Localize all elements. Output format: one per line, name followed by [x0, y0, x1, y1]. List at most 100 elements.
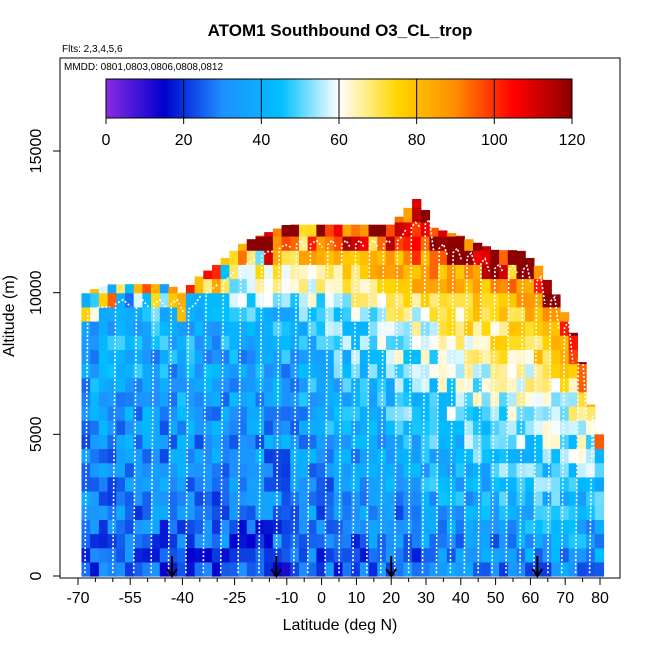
heatmap-cell — [246, 462, 257, 478]
heatmap-cell — [377, 306, 387, 322]
heatmap-cell — [124, 292, 135, 308]
heatmap-cell — [472, 491, 483, 506]
heatmap-cell — [464, 420, 474, 435]
heatmap-cell — [481, 321, 491, 336]
heatmap-cell — [551, 406, 561, 421]
heatmap-cell — [177, 491, 187, 506]
heatmap-cell — [507, 306, 518, 322]
heatmap-cell — [98, 434, 109, 450]
heatmap-cell — [368, 264, 378, 280]
heatmap-cell — [385, 292, 396, 308]
heatmap-cell — [342, 491, 352, 506]
flight-profile-line — [560, 320, 574, 574]
heatmap-cell — [403, 491, 413, 506]
heatmap-cell — [490, 561, 500, 577]
heatmap-cell — [142, 363, 152, 379]
heatmap-cell — [455, 547, 465, 563]
heatmap-cell — [229, 561, 239, 577]
heatmap-cell — [542, 391, 552, 407]
heatmap-cell — [264, 264, 274, 280]
heatmap-cell — [177, 377, 187, 393]
heatmap-cell — [385, 363, 396, 379]
heatmap-cell — [464, 250, 474, 265]
heatmap-cell — [307, 434, 317, 450]
heatmap-cell — [203, 519, 213, 535]
heatmap-cell — [307, 306, 317, 322]
heatmap-cell — [220, 257, 230, 265]
heatmap-cell — [107, 476, 117, 492]
heatmap-cell — [385, 236, 396, 251]
heatmap-cell — [142, 533, 152, 549]
heatmap-cell — [446, 547, 457, 563]
heatmap-cell — [116, 519, 126, 535]
heatmap-cell — [246, 406, 257, 421]
heatmap-cell — [316, 224, 326, 237]
heatmap-cell — [307, 561, 317, 577]
heatmap-cell — [551, 533, 561, 549]
heatmap-cell — [594, 505, 605, 520]
heatmap-cell — [438, 448, 448, 464]
heatmap-cell — [542, 462, 552, 478]
heatmap-cell — [586, 462, 596, 478]
heatmap-cell — [264, 278, 274, 294]
heatmap-cell — [342, 476, 352, 492]
heatmap-cell — [533, 476, 544, 492]
heatmap-cell — [394, 278, 404, 294]
heatmap-cell — [116, 306, 126, 322]
heatmap-cell — [211, 448, 222, 464]
heatmap-cell — [429, 278, 439, 294]
heatmap-cell — [325, 224, 335, 237]
heatmap-cell — [351, 391, 361, 407]
heatmap-cell — [203, 306, 213, 322]
heatmap-cell — [351, 491, 361, 506]
heatmap-cell — [194, 278, 204, 294]
heatmap-cell — [594, 448, 605, 464]
descent-arrow — [166, 556, 178, 578]
heatmap-cell — [316, 406, 326, 421]
heatmap-cell — [351, 278, 361, 294]
heatmap-cell — [333, 250, 344, 265]
heatmap-cell — [325, 434, 335, 450]
heatmap-cell — [551, 505, 561, 520]
heatmap-cell — [368, 519, 378, 535]
heatmap-cell — [272, 491, 283, 506]
heatmap-cell — [307, 505, 317, 520]
heatmap-cell — [446, 462, 457, 478]
flight-profile-line — [275, 243, 292, 574]
heatmap-cell — [298, 519, 309, 535]
heatmap-cell — [394, 491, 404, 506]
heatmap-cell — [220, 391, 230, 407]
heatmap-cell — [542, 476, 552, 492]
heatmap-cell — [586, 420, 596, 435]
heatmap-cell — [168, 434, 178, 450]
heatmap-cell — [403, 349, 413, 365]
heatmap-cell — [151, 476, 161, 492]
heatmap-cell — [359, 476, 370, 492]
heatmap-cell — [342, 420, 352, 435]
heatmap-cell — [298, 264, 309, 280]
heatmap-cell — [98, 292, 109, 308]
heatmap-cell — [151, 292, 161, 308]
heatmap-cell — [551, 561, 561, 577]
heatmap-cell — [177, 391, 187, 407]
heatmap-cell — [211, 476, 222, 492]
heatmap-cell — [298, 434, 309, 450]
heatmap-cell — [481, 462, 491, 478]
heatmap-cell — [298, 377, 309, 393]
flight-profile-line — [366, 238, 379, 574]
heatmap-cell — [281, 519, 291, 535]
heatmap-cell — [124, 462, 135, 478]
heatmap-cell — [481, 519, 491, 535]
heatmap-cell — [490, 250, 500, 265]
x-tick-label: 60 — [522, 590, 540, 607]
heatmap-cell — [307, 363, 317, 379]
heatmap-cell — [351, 505, 361, 520]
heatmap-cell — [551, 434, 561, 450]
heatmap-cell — [533, 533, 544, 549]
heatmap-cell — [490, 462, 500, 478]
chart-title: ATOM1 Southbound O3_CL_trop — [208, 21, 473, 40]
heatmap-cell — [429, 547, 439, 563]
heatmap-cell — [394, 476, 404, 492]
heatmap-cell — [238, 363, 248, 379]
heatmap-cell — [298, 292, 309, 308]
